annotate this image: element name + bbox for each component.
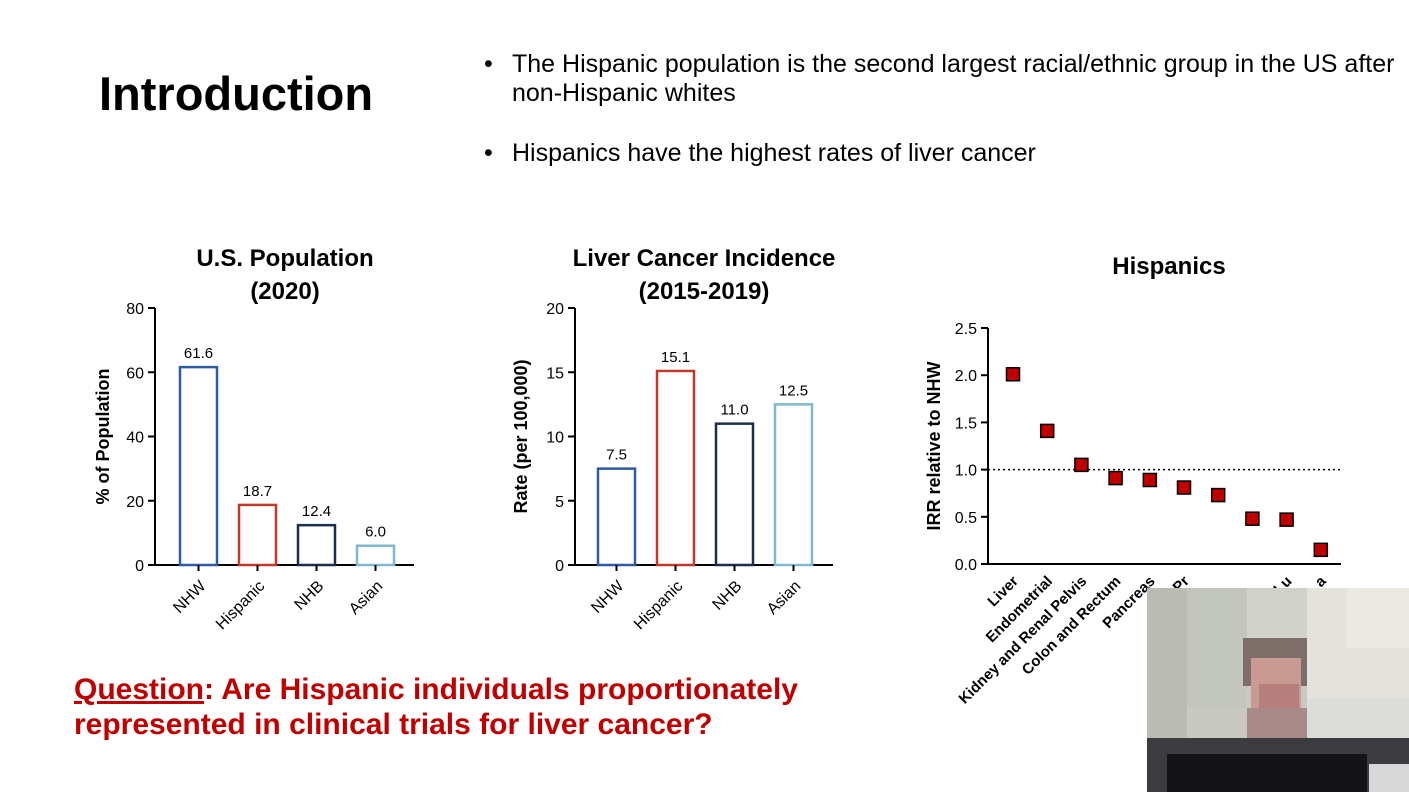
- data-point-marker: [1108, 470, 1123, 486]
- question-lead: Question: [74, 673, 205, 706]
- x-tick-label: Asian: [764, 578, 804, 618]
- bar-nhw: [596, 467, 637, 567]
- y-axis-label: IRR relative to NHW: [924, 361, 944, 530]
- bar-value-label: 15.1: [661, 349, 690, 366]
- chart-title: Hispanics: [1112, 253, 1225, 280]
- y-tick-label: 2.0: [955, 368, 977, 385]
- chart-title: U.S. Population: [196, 245, 373, 272]
- bar-value-label: 11.0: [720, 402, 748, 419]
- bar-value-label: 12.4: [302, 503, 331, 520]
- data-point-marker: [1210, 487, 1226, 503]
- y-tick-label: 10: [546, 430, 564, 447]
- x-tick-label: Asian: [346, 578, 386, 618]
- bar-value-label: 7.5: [606, 447, 627, 464]
- y-tick-label: 0.0: [955, 557, 977, 574]
- bar-value-label: 12.5: [779, 382, 808, 399]
- bar-nhw: [178, 365, 219, 567]
- y-tick-label: 0: [555, 558, 564, 575]
- x-tick-label: NHB: [709, 578, 745, 614]
- bar-asian: [773, 403, 814, 567]
- question-text: : Are Hispanic individuals proportionate…: [74, 673, 798, 741]
- y-tick-label: 1.5: [955, 415, 977, 432]
- pixelated-video-image: [1147, 588, 1409, 792]
- y-tick-label: 5: [555, 494, 564, 511]
- y-axis-label: Rate (per 100,000): [511, 359, 531, 513]
- y-tick-label: 0: [135, 558, 144, 575]
- x-tick-label: NHW: [170, 577, 210, 617]
- slide-title: Introduction: [99, 67, 374, 120]
- chart-title: Liver Cancer Incidence: [573, 245, 836, 272]
- data-point-marker: [1074, 457, 1089, 473]
- data-point-marker: [1039, 423, 1055, 439]
- y-tick-label: 20: [546, 301, 564, 318]
- data-point-marker: [1005, 367, 1021, 382]
- presenter-video-thumbnail: [1147, 588, 1409, 792]
- x-tick-label: Hispanic: [213, 578, 268, 633]
- y-tick-label: 60: [126, 365, 144, 382]
- y-tick-label: 0.5: [955, 510, 977, 527]
- bar-hispanic: [237, 503, 278, 567]
- bar-asian: [355, 544, 396, 567]
- y-tick-label: 2.5: [955, 321, 977, 338]
- y-tick-label: 15: [546, 365, 564, 382]
- bar-nhb: [296, 523, 337, 567]
- y-tick-label: 20: [126, 494, 144, 511]
- chart-title: (2015-2019): [639, 278, 770, 305]
- data-point-marker: [1245, 511, 1260, 526]
- y-tick-label: 80: [126, 301, 144, 318]
- bar-nhb: [714, 422, 755, 567]
- bar-value-label: 61.6: [184, 345, 213, 362]
- y-tick-label: 1.0: [955, 463, 977, 480]
- x-tick-label: NHB: [291, 578, 327, 614]
- chart-title: (2020): [250, 278, 319, 305]
- bullet-list: The Hispanic population is the second la…: [484, 50, 1404, 168]
- bullet-item: Hispanics have the highest rates of live…: [484, 139, 1404, 168]
- y-tick-label: 40: [126, 430, 144, 447]
- research-question: Question: Are Hispanic individuals propo…: [74, 672, 904, 742]
- y-axis-label: % of Population: [93, 369, 113, 505]
- bar-hispanic: [655, 369, 696, 567]
- bar-value-label: 6.0: [365, 524, 386, 541]
- x-tick-label: Hispanic: [631, 578, 686, 633]
- data-point-marker: [1313, 542, 1329, 558]
- bar-value-label: 18.7: [243, 483, 272, 500]
- data-point-marker: [1279, 512, 1294, 527]
- bullet-item: The Hispanic population is the second la…: [484, 50, 1404, 108]
- data-point-marker: [1176, 480, 1192, 495]
- x-tick-label: NHW: [588, 577, 628, 617]
- data-point-marker: [1142, 472, 1158, 488]
